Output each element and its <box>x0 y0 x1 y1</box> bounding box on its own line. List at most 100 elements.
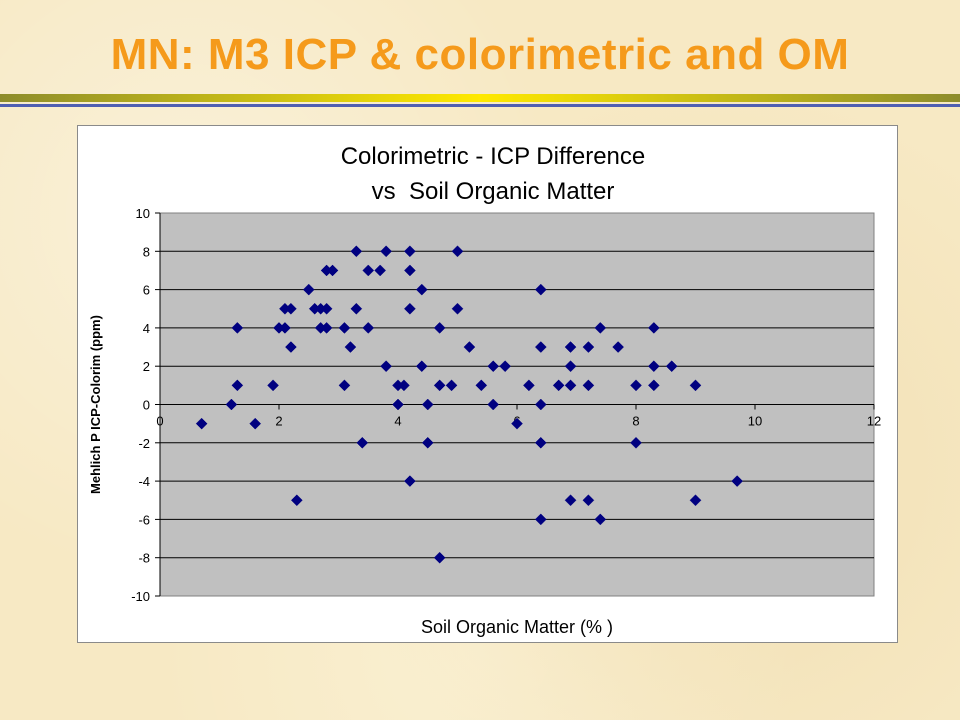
data-point <box>552 379 565 392</box>
data-point <box>499 360 511 373</box>
data-point <box>392 398 404 411</box>
scatter-chart: Colorimetric - ICP Difference vs Soil Or… <box>88 143 881 637</box>
y-tick-label: 0 <box>143 398 150 413</box>
data-point <box>320 302 333 315</box>
title-divider-blue-line <box>0 104 960 107</box>
data-point <box>338 379 351 392</box>
x-tick-label: 8 <box>632 414 639 429</box>
data-point <box>534 513 547 526</box>
data-point <box>267 379 279 392</box>
y-tick-labels: -10 -8 -6 -4 -2 0 2 4 6 8 10 <box>131 206 150 604</box>
data-point <box>415 360 428 373</box>
data-point <box>320 322 333 334</box>
data-point <box>380 360 392 373</box>
chart-subtitle: vs Soil Organic Matter <box>372 178 615 205</box>
data-points <box>195 245 744 564</box>
data-point <box>523 379 535 392</box>
x-tick-label: 10 <box>748 414 762 429</box>
data-point <box>195 417 208 430</box>
y-tick-label: -10 <box>131 589 150 604</box>
data-point <box>564 494 577 507</box>
y-tick-label: -2 <box>138 436 150 451</box>
y-tick-label: 10 <box>136 206 150 221</box>
data-point <box>326 264 339 277</box>
data-point <box>534 283 547 296</box>
data-point <box>290 494 303 507</box>
data-point <box>404 264 416 277</box>
data-point <box>689 494 702 507</box>
data-point <box>534 398 547 411</box>
data-point <box>647 322 660 334</box>
data-point <box>463 341 476 353</box>
data-point <box>415 283 428 296</box>
data-point <box>231 379 244 392</box>
data-point <box>231 322 244 334</box>
data-point <box>665 360 678 373</box>
data-point <box>630 379 642 392</box>
data-point <box>350 245 363 258</box>
data-point <box>689 379 702 392</box>
data-point <box>564 379 577 392</box>
data-point <box>279 322 291 334</box>
data-point <box>445 379 458 392</box>
data-point <box>511 417 523 430</box>
y-axis-label: Mehlich P ICP-Colorim (ppm) <box>88 315 103 494</box>
data-point <box>421 398 434 411</box>
data-point <box>344 341 357 353</box>
x-tick-label: 2 <box>275 414 282 429</box>
data-point <box>285 341 297 353</box>
y-tick-label: 4 <box>143 321 150 336</box>
y-tick-label: -6 <box>138 512 150 527</box>
data-point <box>612 341 625 353</box>
slide-title: MN: M3 ICP & colorimetric and OM <box>110 30 850 79</box>
data-point <box>380 245 392 258</box>
data-point <box>451 245 464 258</box>
data-point <box>249 417 262 430</box>
data-point <box>731 475 744 487</box>
chart-frame: Colorimetric - ICP Difference vs Soil Or… <box>77 125 898 643</box>
data-point <box>225 398 238 411</box>
data-point <box>594 513 607 526</box>
title-divider <box>0 94 960 107</box>
data-point <box>534 341 547 353</box>
data-point <box>356 436 369 449</box>
data-point <box>487 360 500 373</box>
data-point <box>433 322 446 334</box>
grid-lines <box>160 250 874 559</box>
data-point <box>451 302 464 315</box>
data-point <box>362 322 375 334</box>
x-tick-label: 0 <box>156 414 163 429</box>
data-point <box>564 360 577 373</box>
data-point <box>630 436 642 449</box>
y-tick-label: -8 <box>138 551 150 566</box>
title-divider-olive-yellow-bar <box>0 94 960 102</box>
data-point <box>433 551 446 564</box>
data-point <box>433 379 446 392</box>
data-point <box>487 398 500 411</box>
x-tick-label: 4 <box>394 414 401 429</box>
y-tick-label: 2 <box>143 359 150 374</box>
chart-title: Colorimetric - ICP Difference <box>341 143 646 170</box>
data-point <box>564 341 577 353</box>
data-point <box>374 264 387 277</box>
data-point <box>594 322 607 334</box>
data-point <box>398 379 410 392</box>
data-point <box>582 341 595 353</box>
data-point <box>338 322 351 334</box>
x-tick-label: 12 <box>867 414 881 429</box>
data-point <box>647 379 660 392</box>
data-point <box>404 302 416 315</box>
data-point <box>647 360 660 373</box>
y-tick-label: 8 <box>143 244 150 259</box>
x-axis-label: Soil Organic Matter (% ) <box>421 617 613 637</box>
data-point <box>534 436 547 449</box>
data-point <box>285 302 297 315</box>
data-point <box>404 475 416 487</box>
data-point <box>404 245 416 258</box>
data-point <box>362 264 375 277</box>
data-point <box>350 302 363 315</box>
data-point <box>475 379 488 392</box>
data-point <box>582 379 595 392</box>
data-point <box>421 436 434 449</box>
y-tick-label: 6 <box>143 283 150 298</box>
